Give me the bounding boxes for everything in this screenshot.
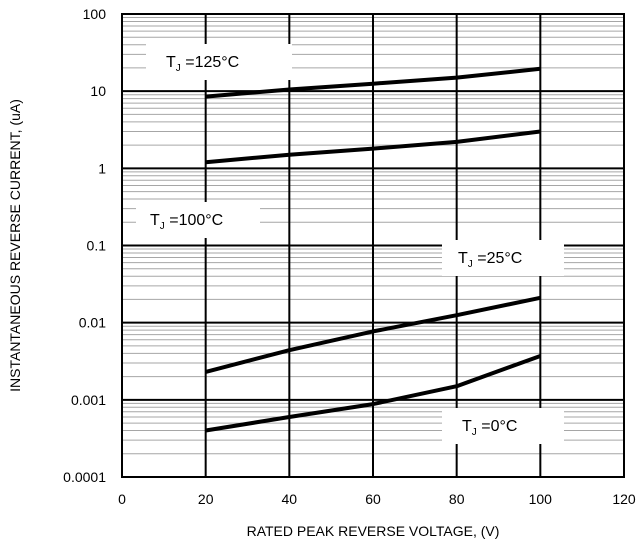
x-tick-label: 60	[365, 491, 381, 507]
label-0c: TJ =0°C	[442, 408, 564, 444]
label-125c: TJ =125°C	[146, 44, 292, 80]
x-tick-label: 20	[198, 491, 214, 507]
label-0c-t: T	[462, 418, 472, 435]
x-tick-label: 40	[282, 491, 298, 507]
label-100c: TJ =100°C	[136, 202, 260, 238]
label-100c-sub: J	[160, 221, 165, 232]
label-25c-text: TJ =25°C	[458, 250, 522, 270]
x-tick-labels: 0 20 40 60 80 100 120	[118, 491, 636, 507]
y-tick-labels: 100 10 1 0.1 0.01 0.001 0.0001	[63, 6, 106, 485]
label-0c-rest: =0°C	[477, 418, 518, 435]
label-25c-rest: =25°C	[473, 250, 523, 267]
y-tick-label: 10	[90, 83, 106, 99]
x-tick-label: 120	[612, 491, 636, 507]
y-tick-label: 100	[83, 6, 107, 22]
label-25c: TJ =25°C	[442, 240, 564, 276]
label-100c-box	[136, 202, 260, 238]
y-axis-title: INSTANTANEOUS REVERSE CURRENT, (uA)	[7, 99, 23, 392]
y-tick-label: 0.01	[79, 315, 106, 331]
label-25c-sub: J	[468, 259, 473, 270]
label-0c-box	[442, 408, 564, 444]
x-tick-label: 80	[449, 491, 465, 507]
curve-labels: TJ =125°C TJ =100°C TJ =25°C TJ =0°C	[136, 44, 564, 444]
label-100c-text: TJ =100°C	[150, 212, 223, 232]
series-line-3	[205, 354, 541, 433]
y-tick-label: 1	[98, 160, 106, 176]
label-0c-sub: J	[472, 427, 477, 438]
label-125c-text: TJ =125°C	[166, 54, 239, 74]
label-125c-rest: =125°C	[181, 54, 239, 71]
label-25c-t: T	[458, 250, 468, 267]
x-tick-label: 0	[118, 491, 126, 507]
y-tick-label: 0.1	[87, 238, 107, 254]
label-100c-t: T	[150, 212, 160, 229]
label-125c-box	[146, 44, 292, 80]
label-100c-rest: =100°C	[165, 212, 223, 229]
label-25c-box	[442, 240, 564, 276]
series-lines	[205, 66, 541, 433]
y-tick-label: 0.0001	[63, 469, 106, 485]
x-tick-label: 100	[529, 491, 553, 507]
series-line-2	[205, 295, 541, 374]
label-125c-t: T	[166, 54, 176, 71]
y-tick-label: 0.001	[71, 392, 106, 408]
series-line-1	[205, 129, 541, 165]
label-0c-text: TJ =0°C	[462, 418, 517, 438]
plot-frame	[121, 13, 625, 478]
series-line-0	[205, 66, 541, 99]
label-125c-sub: J	[176, 63, 181, 74]
x-axis-title: RATED PEAK REVERSE VOLTAGE, (V)	[247, 523, 500, 539]
